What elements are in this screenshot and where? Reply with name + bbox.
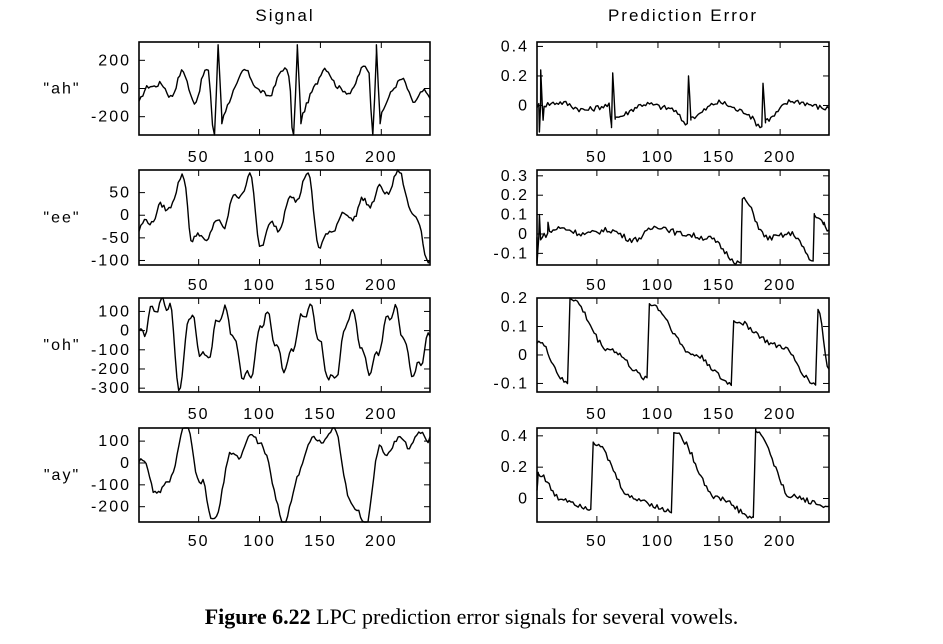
y-tick-label: 0.3	[501, 168, 529, 185]
x-tick-label: 100	[642, 149, 675, 166]
x-tick-label: 50	[586, 406, 608, 423]
figure-caption: Figure 6.22 LPC prediction error signals…	[0, 604, 943, 630]
y-tick-label: -100	[91, 252, 131, 269]
y-tick-label: 100	[98, 433, 131, 450]
x-tick-label: 150	[304, 533, 337, 550]
trace-line	[536, 69, 830, 133]
y-tick-label: -200	[91, 361, 131, 378]
y-tick-label: 0	[120, 207, 131, 224]
x-tick-label: 50	[188, 533, 210, 550]
x-tick-label: 200	[764, 406, 797, 423]
error-column-title: Prediction Error	[608, 6, 758, 25]
x-tick-label: 100	[642, 533, 675, 550]
plot-frame	[536, 169, 830, 266]
x-tick-label: 200	[764, 149, 797, 166]
y-tick-label: 0.2	[501, 290, 529, 307]
x-tick-label: 100	[243, 277, 276, 294]
x-tick-label: 200	[365, 533, 398, 550]
y-tick-label: 50	[109, 185, 131, 202]
y-tick-label: -200	[91, 109, 131, 126]
y-tick-label: 0.1	[501, 207, 529, 224]
panel-error-0: 50 100 150 200 0.4 0.2 0	[501, 38, 830, 166]
caption-text: LPC prediction error signals for several…	[310, 604, 739, 629]
trace-line	[138, 297, 431, 392]
x-tick-label: 100	[642, 406, 675, 423]
y-tick-label: 0.4	[501, 38, 529, 55]
trace-line	[536, 428, 830, 519]
y-tick-label: 0	[120, 455, 131, 472]
y-tick-label: 0.2	[501, 459, 529, 476]
plot-frame	[138, 41, 431, 136]
y-tick-label: 0.2	[501, 187, 529, 204]
x-tick-label: 100	[642, 277, 675, 294]
caption-label: Figure 6.22	[204, 604, 311, 629]
x-tick-label: 200	[365, 277, 398, 294]
x-tick-label: 100	[243, 406, 276, 423]
trace-line	[536, 297, 830, 387]
x-tick-label: 50	[188, 149, 210, 166]
panel-signal-2: 50 100 150 200 100 0 -100 -200 -300 "oh"	[43, 297, 431, 423]
x-tick-label: 50	[188, 406, 210, 423]
x-tick-label: 150	[703, 277, 736, 294]
y-tick-label: -100	[91, 477, 131, 494]
row-label: "oh"	[43, 337, 80, 354]
x-tick-label: 200	[365, 149, 398, 166]
x-tick-label: 200	[365, 406, 398, 423]
y-tick-label: -50	[102, 230, 131, 247]
y-tick-label: -0.1	[493, 245, 529, 262]
trace-line	[138, 427, 431, 523]
y-tick-label: 0	[518, 491, 529, 508]
plot-frame	[138, 297, 431, 393]
y-tick-label: 0	[120, 323, 131, 340]
y-tick-label: -0.1	[493, 375, 529, 392]
row-label: "ay"	[44, 467, 80, 484]
row-label: "ee"	[43, 210, 80, 227]
y-tick-label: 0	[518, 226, 529, 243]
trace-line	[536, 196, 830, 266]
panel-signal-3: 50 100 150 200 100 0 -100 -200 "ay"	[44, 427, 431, 550]
x-tick-label: 150	[304, 406, 337, 423]
y-tick-label: 200	[98, 52, 131, 69]
y-tick-label: 0	[518, 347, 529, 364]
x-tick-label: 50	[188, 277, 210, 294]
trace-line	[138, 169, 431, 264]
x-tick-label: 50	[586, 277, 608, 294]
x-tick-label: 150	[304, 277, 337, 294]
x-tick-label: 150	[304, 149, 337, 166]
y-tick-label: 0.2	[501, 68, 529, 85]
plot-frame	[536, 297, 830, 393]
y-tick-label: -100	[91, 342, 131, 359]
y-tick-label: -200	[91, 499, 131, 516]
panel-error-1: 50 100 150 200 0.3 0.2 0.1 0 -0.1	[493, 168, 830, 294]
x-tick-label: 50	[586, 149, 608, 166]
plot-frame	[536, 427, 830, 523]
panel-error-2: 50 100 150 200 0.2 0.1 0 -0.1	[493, 290, 830, 423]
x-tick-label: 150	[703, 533, 736, 550]
x-tick-label: 150	[703, 406, 736, 423]
x-tick-label: 200	[764, 277, 797, 294]
signal-column-title: Signal	[255, 6, 314, 25]
panels-group: 50 100 150 200 200 0 -200 "ah" 50 100 150 200 0.4 0.2…	[43, 38, 830, 550]
panel-error-3: 50 100 150 200 0.4 0.2 0	[501, 427, 830, 550]
plot-frame	[536, 41, 830, 136]
plot-frame	[138, 169, 431, 266]
y-tick-label: -300	[91, 380, 131, 397]
plot-frame	[138, 427, 431, 523]
x-tick-label: 100	[243, 149, 276, 166]
x-tick-label: 100	[243, 533, 276, 550]
row-label: "ah"	[43, 81, 80, 98]
y-tick-label: 0.4	[501, 428, 529, 445]
y-tick-label: 0	[518, 97, 529, 114]
y-tick-label: 0.1	[501, 318, 529, 335]
x-tick-label: 50	[586, 533, 608, 550]
panel-signal-0: 50 100 150 200 200 0 -200 "ah"	[43, 41, 431, 166]
y-tick-label: 0	[120, 81, 131, 98]
x-tick-label: 150	[703, 149, 736, 166]
y-tick-label: 100	[98, 303, 131, 320]
panel-signal-1: 50 100 150 200 50 0 -50 -100 "ee"	[43, 169, 431, 294]
trace-line	[138, 44, 431, 136]
x-tick-label: 200	[764, 533, 797, 550]
